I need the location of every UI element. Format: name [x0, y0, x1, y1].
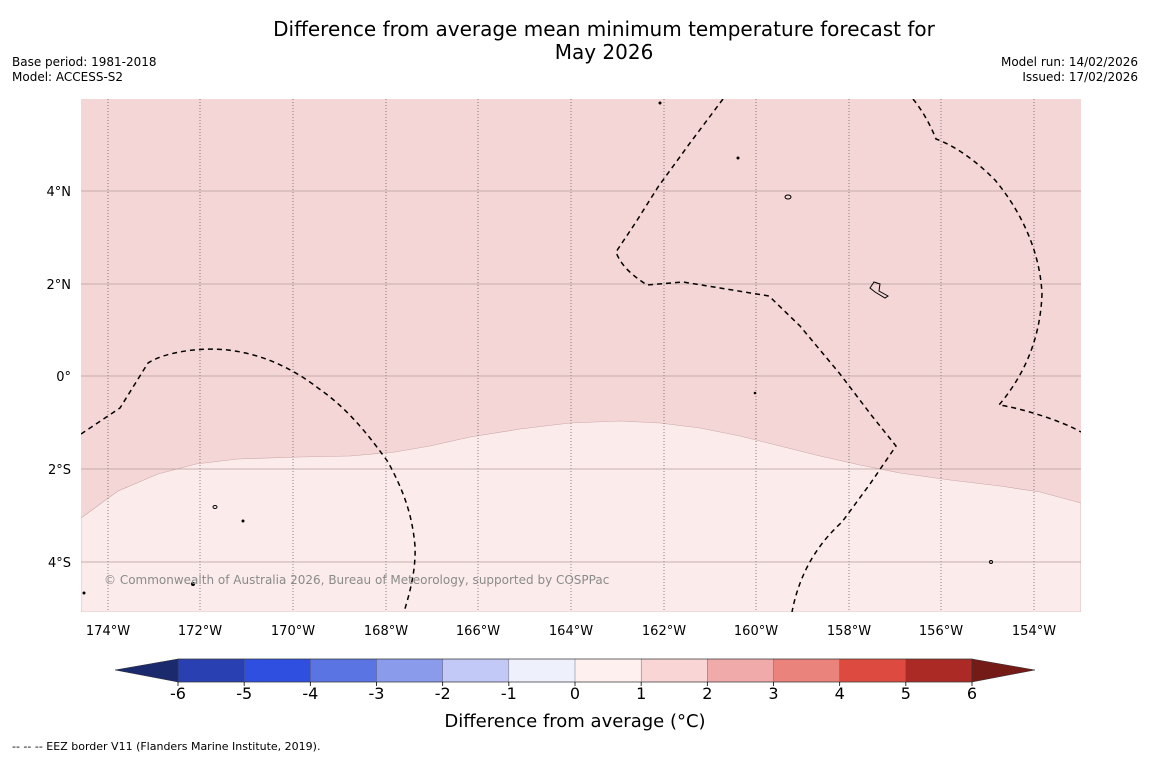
- colorbar-tick-label: -3: [369, 684, 385, 703]
- lon-label: 174°W: [86, 624, 130, 639]
- eez-border-line-islands-north: [615, 99, 897, 612]
- title-line-1: Difference from average mean minimum tem…: [273, 17, 935, 41]
- island-north-1: [784, 194, 792, 200]
- island-west-3: [241, 519, 245, 523]
- colorbar-tick-label: 5: [901, 684, 911, 703]
- colorbar: -6 -5 -4 -3 -2 -1 0 1 2 3 4 5 6: [114, 658, 1036, 703]
- lon-label: 168°W: [364, 624, 408, 639]
- meta-right: Model run: 14/02/2026 Issued: 17/02/2026: [1001, 55, 1138, 85]
- lon-label: 172°W: [178, 624, 222, 639]
- map-area: © Commonwealth of Australia 2026, Bureau…: [81, 99, 1081, 612]
- islands: [82, 101, 993, 595]
- colorbar-tick-label: -5: [236, 684, 252, 703]
- colorbar-bin: [640, 658, 709, 683]
- base-period: Base period: 1981-2018: [12, 55, 157, 69]
- colorbar-bin: [574, 658, 642, 683]
- eez-border-line-islands-east: [912, 99, 1081, 433]
- lat-label: 0°: [56, 370, 71, 385]
- island-central: [753, 391, 757, 395]
- island-west-1: [212, 505, 218, 509]
- parallel-lines: [81, 190, 1081, 563]
- meta-left: Base period: 1981-2018 Model: ACCESS-S2: [12, 55, 157, 85]
- colorbar-title: Difference from average (°C): [444, 711, 706, 732]
- colorbar-bin: [839, 658, 907, 683]
- eez-borders: [81, 99, 1081, 612]
- title-line-2: May 2026: [554, 40, 654, 64]
- lat-label: 4°S: [48, 556, 71, 571]
- colorbar-tick-label: -1: [501, 684, 517, 703]
- colorbar-bin: [905, 658, 973, 683]
- island-north-2: [658, 101, 662, 105]
- eez-legend: -- -- -- EEZ border V11 (Flanders Marine…: [12, 740, 321, 753]
- colorbar-over-arrow: [971, 658, 1036, 683]
- island-east-1: [989, 560, 993, 564]
- lon-label: 164°W: [549, 624, 593, 639]
- colorbar-under-arrow: [114, 658, 179, 683]
- issued-date: Issued: 17/02/2026: [1022, 70, 1138, 84]
- colorbar-tick-label: -6: [170, 684, 186, 703]
- lon-label: 162°W: [642, 624, 686, 639]
- colorbar-bin: [376, 658, 444, 683]
- model-name: Model: ACCESS-S2: [12, 70, 124, 84]
- island-north-3: [736, 156, 740, 160]
- colorbar-bin: [707, 658, 775, 683]
- longitude-labels: 174°W 172°W 170°W 168°W 166°W 164°W 162°…: [86, 624, 1056, 639]
- colorbar-bin: [773, 658, 841, 683]
- colorbar-bin: [508, 658, 576, 683]
- colorbar-bin: [243, 658, 312, 683]
- colorbar-tick-label: -2: [435, 684, 451, 703]
- lat-label: 4°N: [47, 185, 72, 200]
- lon-label: 156°W: [919, 624, 963, 639]
- colorbar-ticks: -6 -5 -4 -3 -2 -1 0 1 2 3 4 5 6: [170, 682, 977, 703]
- colorbar-tick-label: 2: [702, 684, 712, 703]
- eez-border-kiribati-west: [81, 348, 416, 612]
- chart-title: Difference from average mean minimum tem…: [0, 18, 1150, 64]
- copyright-notice: © Commonwealth of Australia 2026, Bureau…: [104, 573, 609, 587]
- lat-label: 2°S: [48, 463, 71, 478]
- lat-label: 2°N: [47, 278, 72, 293]
- model-run: Model run: 14/02/2026: [1000, 55, 1138, 69]
- colorbar-tick-label: 4: [835, 684, 845, 703]
- colorbar-tick-label: 0: [570, 684, 580, 703]
- lon-label: 158°W: [827, 624, 871, 639]
- colorbar-bin: [442, 658, 510, 683]
- lon-label: 154°W: [1012, 624, 1056, 639]
- lon-label: 160°W: [734, 624, 778, 639]
- colorbar-tick-label: 3: [768, 684, 778, 703]
- lon-label: 170°W: [271, 624, 315, 639]
- colorbar-bin: [177, 658, 245, 683]
- colorbar-tick-label: 6: [967, 684, 977, 703]
- colorbar-bin: [310, 658, 378, 683]
- island-west-2: [191, 582, 195, 586]
- colorbar-bins: [177, 658, 973, 683]
- colorbar-tick-label: 1: [636, 684, 646, 703]
- colorbar-tick-label: -4: [302, 684, 318, 703]
- latitude-labels: 4°N 2°N 0° 2°S 4°S: [47, 185, 72, 571]
- island-kiritimati: [869, 281, 889, 299]
- island-west-4: [82, 591, 86, 595]
- lon-label: 166°W: [456, 624, 500, 639]
